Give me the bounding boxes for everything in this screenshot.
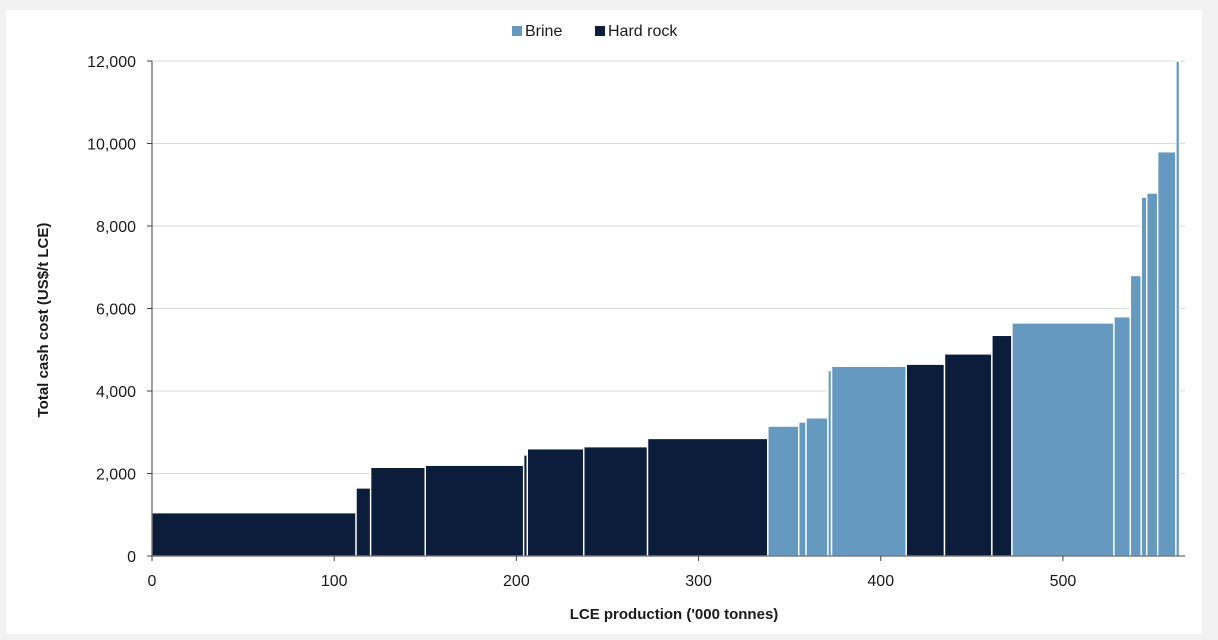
bar-hard-rock — [905, 363, 946, 557]
legend-label-hard-rock: Hard rock — [608, 23, 678, 40]
y-tick-label: 12,000 — [87, 54, 136, 71]
chart-frame: 0 2,000 4,000 6,000 8,000 10,000 12,000 0 100 20… — [6, 10, 1202, 634]
y-tick-label: 4,000 — [96, 384, 136, 401]
bar-brine — [1113, 316, 1132, 557]
bar-brine — [830, 365, 907, 557]
x-tick-labels: 0 100 200 300 400 500 — [148, 573, 1077, 590]
x-tick-label: 500 — [1050, 573, 1077, 590]
bar-hard-rock — [355, 487, 372, 557]
bar-hard-rock — [151, 511, 357, 557]
bar-hard-rock — [526, 448, 585, 557]
bar-hard-rock — [424, 464, 525, 557]
bar-brine — [1156, 151, 1177, 557]
bar-hard-rock — [583, 445, 649, 557]
bar-brine — [767, 425, 800, 557]
bar-brine — [1129, 274, 1142, 557]
bar-hard-rock — [646, 437, 769, 557]
bar-hard-rock — [991, 334, 1013, 557]
x-tick-label: 100 — [321, 573, 348, 590]
bar-brine — [1146, 192, 1159, 557]
legend-label-brine: Brine — [525, 23, 562, 40]
legend-swatch-hard-rock — [595, 26, 605, 36]
y-tick-label: 0 — [127, 549, 136, 566]
bar-brine — [1011, 322, 1115, 557]
bar-brine — [1175, 60, 1181, 557]
axes — [147, 60, 1185, 561]
bar-brine — [798, 421, 807, 557]
legend-swatch-brine — [512, 26, 522, 36]
x-tick-label: 300 — [685, 573, 712, 590]
y-tick-labels: 0 2,000 4,000 6,000 8,000 10,000 12,000 — [87, 54, 136, 566]
bar-brine — [805, 417, 829, 557]
x-tick-label: 400 — [867, 573, 894, 590]
bar-brine — [1140, 196, 1148, 557]
bar-hard-rock — [369, 466, 426, 557]
bar-segments — [151, 60, 1181, 557]
x-axis-title: LCE production ('000 tonnes) — [570, 606, 779, 623]
x-tick-label: 200 — [503, 573, 530, 590]
y-tick-label: 2,000 — [96, 467, 136, 484]
cost-curve-chart: 0 2,000 4,000 6,000 8,000 10,000 12,000 0 100 20… — [35, 23, 1185, 623]
legend: Brine Hard rock — [512, 23, 678, 40]
bar-hard-rock — [943, 353, 993, 557]
y-axis-title: Total cash cost (US$/t LCE) — [35, 223, 52, 418]
x-tick-label: 0 — [148, 573, 157, 590]
y-tick-label: 6,000 — [96, 302, 136, 319]
y-tick-label: 10,000 — [87, 137, 136, 154]
y-tick-label: 8,000 — [96, 219, 136, 236]
